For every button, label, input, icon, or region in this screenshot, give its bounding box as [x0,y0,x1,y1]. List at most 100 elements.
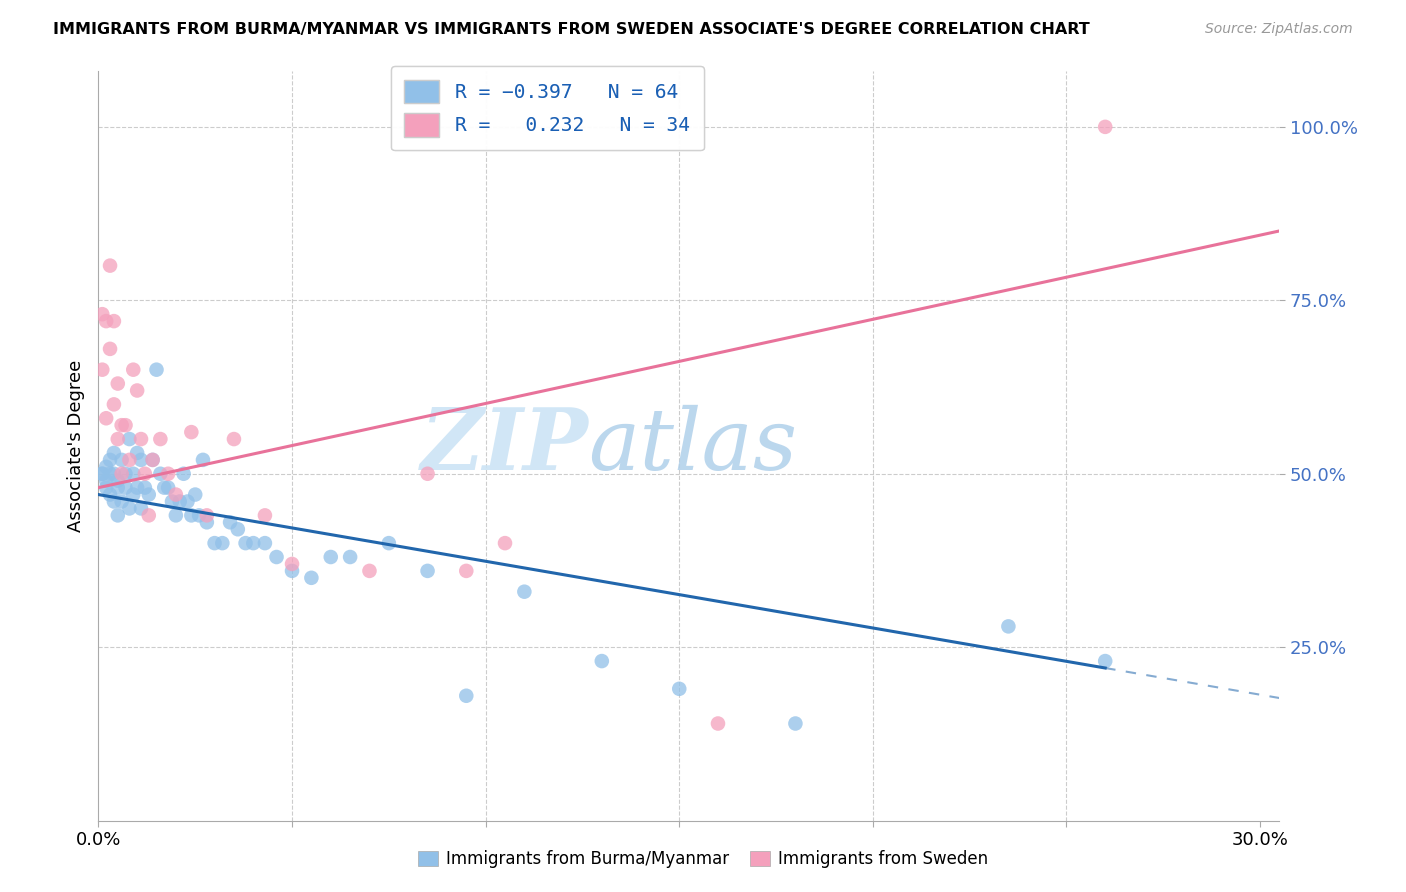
Point [122,362,145,376]
Point [138,508,160,523]
Point [96,314,118,328]
Point [299,571,322,585]
Point [98,259,121,273]
Point [145,362,167,376]
Point [204,536,226,550]
Point [114,418,136,433]
Point [134,467,156,481]
Legend: R = −0.397   N = 64, R =   0.232   N = 34: R = −0.397 N = 64, R = 0.232 N = 34 [391,66,703,151]
Point [416,564,439,578]
Point [180,425,202,439]
Point [107,508,129,523]
Point [416,467,439,481]
Point [129,501,152,516]
Point [494,536,516,550]
Point [103,467,125,481]
Point [456,564,478,578]
Point [165,487,187,501]
Point [997,619,1019,633]
Point [107,474,129,488]
Point [118,432,141,446]
Point [122,467,145,481]
Point [118,453,141,467]
Point [339,549,361,564]
Point [235,536,257,550]
Point [157,467,180,481]
Point [184,487,207,501]
Point [96,459,118,474]
Point [1094,654,1116,668]
Point [266,549,288,564]
Point [1094,120,1116,134]
Point [127,481,149,495]
Point [96,411,118,425]
Point [222,432,245,446]
Point [153,481,176,495]
Point [107,432,129,446]
Point [98,342,121,356]
Legend: Immigrants from Burma/Myanmar, Immigrants from Sweden: Immigrants from Burma/Myanmar, Immigrant… [412,844,994,875]
Point [127,446,149,460]
Point [98,487,121,501]
Point [111,494,134,508]
Point [668,681,690,696]
Point [149,432,172,446]
Point [195,508,218,523]
Text: IMMIGRANTS FROM BURMA/MYANMAR VS IMMIGRANTS FROM SWEDEN ASSOCIATE'S DEGREE CORRE: IMMIGRANTS FROM BURMA/MYANMAR VS IMMIGRA… [53,22,1090,37]
Point [103,397,125,411]
Point [111,418,134,433]
Point [191,453,214,467]
Point [359,564,381,578]
Point [98,453,121,467]
Point [96,481,118,495]
Point [253,508,276,523]
Point [253,536,276,550]
Text: atlas: atlas [589,405,797,487]
Point [103,494,125,508]
Point [160,494,183,508]
Point [176,494,198,508]
Point [513,584,536,599]
Point [188,508,211,523]
Point [707,716,730,731]
Point [378,536,401,550]
Text: ZIP: ZIP [420,404,589,488]
Point [138,487,160,501]
Point [134,481,156,495]
Point [142,453,165,467]
Point [173,467,195,481]
Point [591,654,613,668]
Point [211,536,233,550]
Point [91,362,114,376]
Point [91,307,114,321]
Point [118,501,141,516]
Point [281,564,304,578]
Point [165,508,187,523]
Point [129,453,152,467]
Point [281,557,304,571]
Point [319,549,342,564]
Point [111,467,134,481]
Point [127,384,149,398]
Point [785,716,807,731]
Point [195,516,218,530]
Point [180,508,202,523]
Point [456,689,478,703]
Point [157,481,180,495]
Point [111,453,134,467]
Point [98,467,121,481]
Point [129,432,152,446]
Point [103,314,125,328]
Point [107,481,129,495]
Y-axis label: Associate's Degree: Associate's Degree [66,359,84,533]
Point [122,487,145,501]
Point [219,516,242,530]
Point [96,474,118,488]
Point [114,467,136,481]
Point [242,536,264,550]
Point [142,453,165,467]
Point [114,481,136,495]
Point [103,446,125,460]
Point [91,467,114,481]
Point [91,467,114,481]
